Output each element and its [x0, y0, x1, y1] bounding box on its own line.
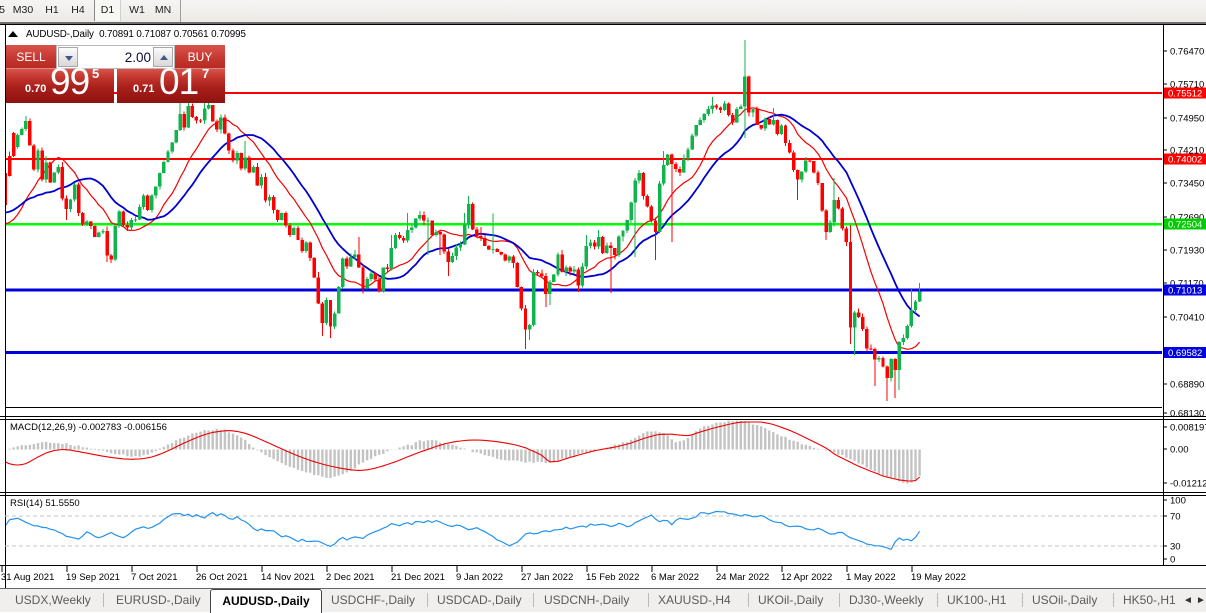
svg-text:RSI(14) 51.5550: RSI(14) 51.5550 — [10, 498, 80, 509]
svg-text:26 Oct 2021: 26 Oct 2021 — [196, 572, 248, 583]
svg-text:0.72690: 0.72690 — [1170, 213, 1204, 224]
svg-text:100: 100 — [1170, 496, 1186, 507]
svg-text:-0.01212: -0.01212 — [1170, 479, 1206, 490]
svg-text:21 Dec 2021: 21 Dec 2021 — [391, 572, 445, 583]
svg-text:31 Aug 2021: 31 Aug 2021 — [1, 572, 54, 583]
svg-text:0.68890: 0.68890 — [1170, 380, 1204, 391]
svg-text:9 Jan 2022: 9 Jan 2022 — [456, 572, 503, 583]
svg-text:12 Apr 2022: 12 Apr 2022 — [781, 572, 832, 583]
svg-text:0.74950: 0.74950 — [1170, 114, 1204, 125]
svg-text:0.69582: 0.69582 — [1168, 348, 1202, 359]
svg-text:0.75512: 0.75512 — [1168, 89, 1202, 100]
svg-text:0.74210: 0.74210 — [1170, 146, 1204, 157]
svg-text:0.008197: 0.008197 — [1170, 423, 1206, 434]
svg-text:0.74002: 0.74002 — [1168, 155, 1202, 166]
svg-text:14 Nov 2021: 14 Nov 2021 — [261, 572, 315, 583]
svg-text:19 Sep 2021: 19 Sep 2021 — [66, 572, 120, 583]
svg-text:24 Mar 2022: 24 Mar 2022 — [716, 572, 769, 583]
svg-text:0.70410: 0.70410 — [1170, 313, 1204, 324]
svg-text:0.76470: 0.76470 — [1170, 47, 1204, 58]
svg-text:0.71930: 0.71930 — [1170, 246, 1204, 257]
svg-text:MACD(12,26,9) -0.002783 -0.006: MACD(12,26,9) -0.002783 -0.006156 — [10, 422, 167, 433]
svg-text:1 May 2022: 1 May 2022 — [846, 572, 896, 583]
svg-text:0: 0 — [1170, 555, 1175, 566]
svg-text:0.71170: 0.71170 — [1170, 279, 1204, 290]
svg-text:7 Oct 2021: 7 Oct 2021 — [131, 572, 177, 583]
svg-text:2 Dec 2021: 2 Dec 2021 — [326, 572, 375, 583]
svg-text:0.00: 0.00 — [1170, 445, 1189, 456]
svg-text:70: 70 — [1170, 512, 1181, 523]
svg-text:0.71013: 0.71013 — [1168, 286, 1202, 297]
svg-text:19 May 2022: 19 May 2022 — [911, 572, 966, 583]
svg-text:0.68130: 0.68130 — [1170, 409, 1204, 420]
svg-text:0.72504: 0.72504 — [1168, 220, 1202, 231]
svg-text:30: 30 — [1170, 542, 1181, 553]
svg-text:0.75710: 0.75710 — [1170, 80, 1204, 91]
svg-text:15 Feb 2022: 15 Feb 2022 — [586, 572, 639, 583]
svg-text:27 Jan 2022: 27 Jan 2022 — [521, 572, 573, 583]
svg-text:6 Mar 2022: 6 Mar 2022 — [651, 572, 699, 583]
svg-text:0.73450: 0.73450 — [1170, 179, 1204, 190]
